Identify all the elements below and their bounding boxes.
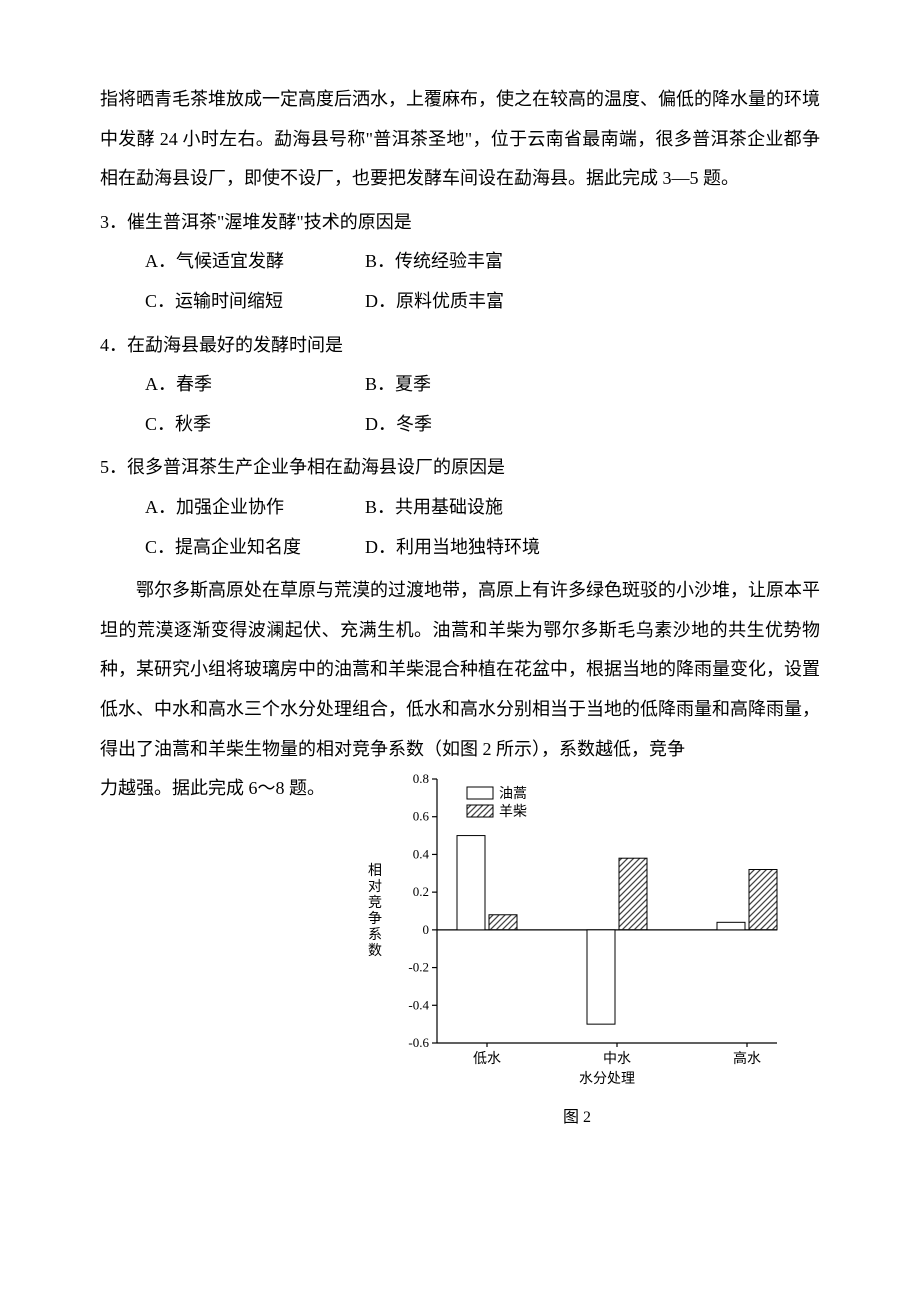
svg-text:低水: 低水 [473,1051,501,1067]
q4-opt-a: A．春季 [145,365,365,405]
passage-2-tail: 力越强。据此完成 6～8 题。 [100,769,330,809]
q4-opt-d: D．冬季 [365,405,585,445]
q4-opt-c: C．秋季 [145,405,365,445]
q5-opt-d: D．利用当地独特环境 [365,528,585,568]
svg-text:争: 争 [368,911,382,927]
q5-opt-a: A．加强企业协作 [145,488,365,528]
q5-stem: 5．很多普洱茶生产企业争相在勐海县设厂的原因是 [100,448,820,488]
svg-text:高水: 高水 [733,1050,761,1067]
q3-opt-d: D．原料优质丰富 [365,282,585,322]
svg-text:0.4: 0.4 [413,847,430,862]
figure-2: -0.6 -0.4 -0.2 0 0.2 0.4 0.6 0.8 相对竞争系数低水 中水 高水水分处… [334,769,820,1127]
q5-opt-b: B．共用基础设施 [365,488,585,528]
svg-text:0.8: 0.8 [413,771,429,786]
svg-text:竞: 竞 [368,894,382,911]
q3-opt-a: A．气候适宜发酵 [145,242,365,282]
passage-1: 指将晒青毛茶堆放成一定高度后洒水，上覆麻布，使之在较高的温度、偏低的降水量的环境… [100,80,820,199]
chart-caption: 图 2 [563,1103,591,1127]
q4-opt-b: B．夏季 [365,365,585,405]
svg-text:-0.4: -0.4 [408,997,429,1012]
chart-svg: -0.6 -0.4 -0.2 0 0.2 0.4 0.6 0.8 相对竞争系数低水 中水 高水水分处… [357,769,797,1099]
svg-text:油蒿: 油蒿 [499,786,527,802]
svg-text:羊柴: 羊柴 [499,804,527,820]
q5-options: A．加强企业协作 B．共用基础设施 C．提高企业知名度 D．利用当地独特环境 [100,488,820,567]
svg-text:系: 系 [368,927,382,943]
svg-text:0.6: 0.6 [413,809,430,824]
passage-2: 鄂尔多斯高原处在草原与荒漠的过渡地带，高原上有许多绿色斑驳的小沙堆，让原本平坦的… [100,571,820,769]
svg-text:数: 数 [368,943,382,959]
q4-options: A．春季 B．夏季 C．秋季 D．冬季 [100,365,820,444]
svg-text:-0.6: -0.6 [408,1035,429,1050]
svg-text:0.2: 0.2 [413,884,429,899]
svg-text:0: 0 [423,922,430,937]
q3-opt-c: C．运输时间缩短 [145,282,365,322]
q3-stem: 3．催生普洱茶"渥堆发酵"技术的原因是 [100,203,820,243]
svg-text:中水: 中水 [603,1051,631,1067]
q4-stem: 4．在勐海县最好的发酵时间是 [100,326,820,366]
svg-text:相: 相 [368,863,382,879]
svg-text:-0.2: -0.2 [408,960,429,975]
q3-opt-b: B．传统经验丰富 [365,242,585,282]
svg-text:对: 对 [368,879,382,895]
q3-options: A．气候适宜发酵 B．传统经验丰富 C．运输时间缩短 D．原料优质丰富 [100,242,820,321]
q5-opt-c: C．提高企业知名度 [145,528,365,568]
svg-text:水分处理: 水分处理 [579,1071,635,1087]
